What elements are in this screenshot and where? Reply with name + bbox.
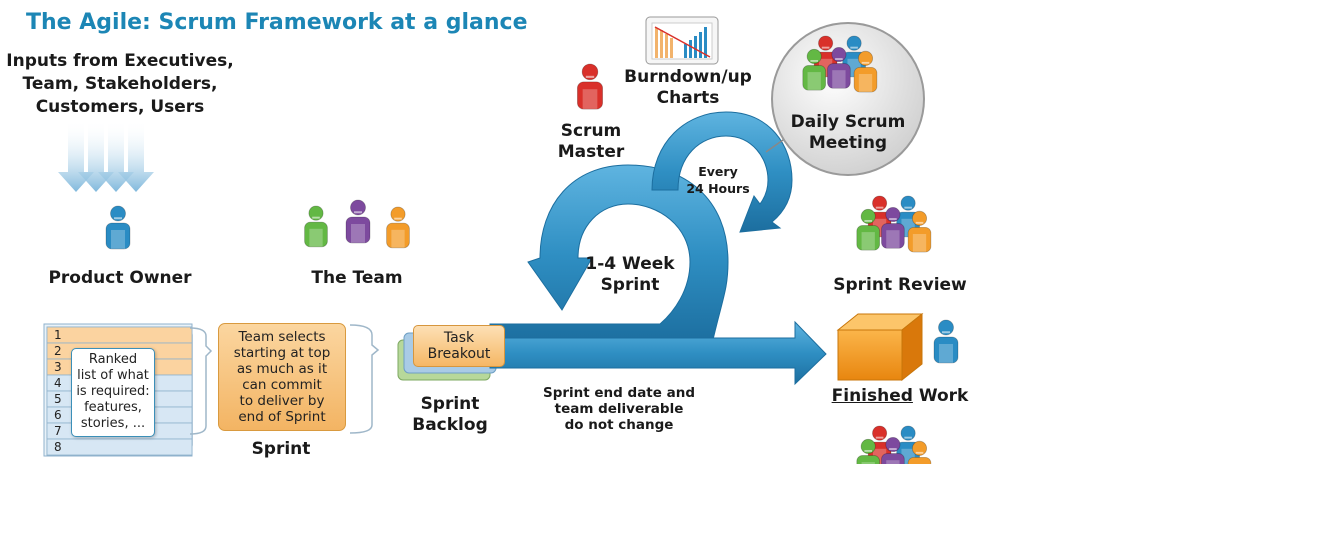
team-selects-line-1: Team selects: [238, 329, 326, 345]
backlog-row-number: 7: [54, 424, 62, 438]
daily-scrum-line-1: Daily Scrum: [790, 112, 906, 132]
person-icon: [881, 206, 905, 249]
backlog-row-number: 5: [54, 392, 62, 406]
backlog-row-number: 4: [54, 376, 62, 390]
team-selects-line-5: to deliver by: [239, 393, 325, 409]
inputs-line-2: Team, Stakeholders,: [22, 74, 218, 94]
ranked-note-line-1: Ranked: [88, 352, 138, 367]
task-breakout-card: Task Breakout: [413, 325, 505, 367]
person-icon: [856, 208, 880, 251]
scrum-master-line-1: Scrum: [560, 121, 622, 141]
backlog-row: [46, 438, 193, 456]
sprint-end-note: Sprint end date and team deliverable do …: [530, 385, 708, 433]
sprint-cycle-line-2: Sprint: [600, 275, 660, 296]
backlog-row-number: 1: [54, 328, 62, 342]
scrum-master-line-2: Master: [557, 142, 625, 163]
team-selects-line-4: can commit: [242, 377, 322, 393]
finished-work-label: Finished Work: [820, 386, 980, 407]
sprint-backlog-label: Sprint Backlog: [400, 394, 500, 437]
finished-work-cube: [836, 312, 924, 382]
task-breakout-line-1: Task: [443, 330, 475, 346]
every-line-2: 24 Hours: [686, 181, 750, 196]
ranked-note-line-3: is required:: [76, 384, 150, 399]
every-line-1: Every: [698, 164, 738, 179]
work-word: Work: [912, 386, 969, 406]
backlog-row-number: 8: [54, 440, 62, 454]
task-breakout-line-2: Breakout: [427, 346, 491, 362]
sprint-loop-arrow: [489, 164, 827, 386]
person-icon: [827, 47, 851, 89]
scrum-master-label: Scrum Master: [548, 121, 634, 164]
the-team-label: The Team: [311, 268, 403, 288]
burndown-line-1: Burndown/up: [624, 67, 752, 87]
every-24-hours-label: Every 24 Hours: [676, 163, 760, 197]
backlog-row-number: 6: [54, 408, 62, 422]
person-icon: [304, 205, 328, 248]
sprint-end-line-3: do not change: [564, 417, 674, 433]
inputs-line-3: Customers, Users: [35, 97, 205, 117]
finished-word: Finished: [831, 386, 913, 406]
image-bottom-whitespace: [0, 464, 1341, 541]
ranked-note-line-5: stories, ...: [80, 416, 146, 431]
sprint-cycle-line-1: 1-4 Week: [585, 254, 675, 274]
person-icon: [345, 199, 371, 244]
burndown-label: Burndown/up Charts: [618, 67, 758, 110]
daily-scrum-label: Daily Scrum Meeting: [783, 112, 913, 155]
sprint-backlog-line-2: Backlog: [412, 415, 488, 436]
backlog-bracket: [189, 327, 213, 435]
ranked-list-note: Ranked list of what is required: feature…: [71, 348, 155, 437]
inputs-label: Inputs from Executives, Team, Stakeholde…: [6, 50, 234, 119]
sprint-backlog-line-1: Sprint: [420, 394, 480, 414]
team-selects-line-2: starting at top: [233, 345, 331, 361]
burndown-line-2: Charts: [656, 88, 720, 109]
burndown-chart-icon: [645, 16, 719, 65]
product-owner-label: Product Owner: [48, 268, 192, 288]
page-title: The Agile: Scrum Framework at a glance: [26, 10, 528, 35]
sprint-end-line-1: Sprint end date and: [542, 385, 696, 401]
sprint-planning-label: Sprint: [251, 439, 311, 459]
planning-bracket: [349, 324, 380, 434]
daily-scrum-line-2: Meeting: [808, 133, 888, 154]
person-icon: [907, 210, 932, 253]
input-arrows: [58, 120, 154, 192]
sprint-cycle-label: 1-4 Week Sprint: [568, 254, 692, 297]
person-icon: [105, 205, 131, 250]
person-icon: [853, 50, 878, 93]
team-selects-line-3: as much as it: [236, 361, 328, 377]
inputs-line-1: Inputs from Executives,: [6, 51, 234, 71]
backlog-row: [46, 326, 193, 344]
person-icon: [386, 206, 410, 249]
backlog-row-number: 3: [54, 360, 62, 374]
team-selects-box: Team selects starting at top as much as …: [218, 323, 346, 431]
sprint-end-line-2: team deliverable: [554, 401, 684, 417]
team-selects-line-6: end of Sprint: [238, 409, 326, 425]
ranked-note-line-4: features,: [84, 400, 142, 415]
backlog-row-number: 2: [54, 344, 62, 358]
person-icon: [577, 63, 604, 110]
person-icon: [933, 319, 959, 364]
person-icon: [802, 48, 826, 91]
ranked-note-line-2: list of what: [77, 368, 149, 383]
daily-loop-arrow: [651, 111, 793, 233]
sprint-review-label: Sprint Review: [833, 275, 967, 295]
